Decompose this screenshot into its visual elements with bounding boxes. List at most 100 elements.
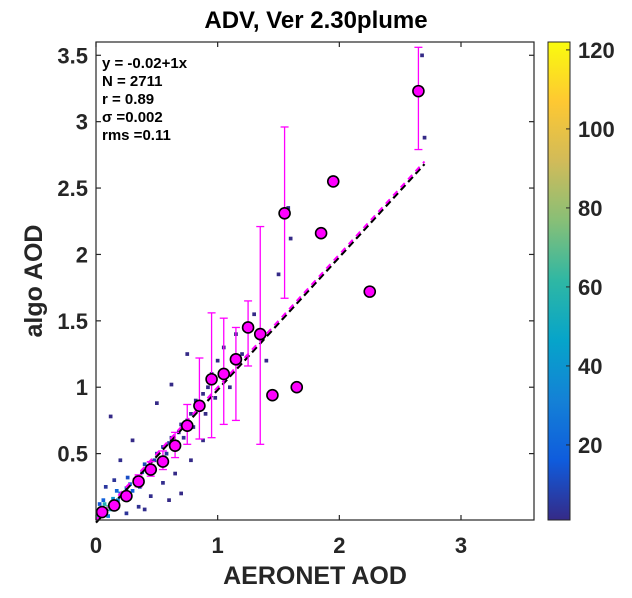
density-cell [106, 514, 110, 518]
stats-line: r = 0.89 [102, 91, 154, 108]
y-tick-label: 1 [76, 375, 88, 400]
colorbar-tick-label: 120 [578, 38, 615, 63]
density-cell [288, 236, 293, 241]
density-cell [193, 398, 198, 403]
density-cell [203, 412, 208, 416]
density-cell [167, 498, 171, 502]
binned-mean-point [193, 399, 206, 413]
y-tick-labels: 0.5 1 1.5 2 2.5 3 3.5 [57, 43, 88, 466]
density-cell [167, 441, 171, 445]
density-cell [240, 352, 244, 356]
binned-mean-point [217, 367, 231, 381]
density-cell [125, 475, 130, 480]
colorbar-tick-label: 40 [578, 354, 602, 379]
density-cell [130, 489, 135, 493]
density-cell [215, 358, 220, 363]
binned-mean-point [326, 175, 340, 188]
x-tick-label: 1 [212, 533, 224, 558]
density-cell [164, 451, 169, 456]
binned-mean-point [180, 419, 194, 433]
density-cell [179, 491, 183, 496]
binned-mean-point [241, 321, 255, 334]
binned-mean-point [314, 226, 328, 240]
binned-mean-point [253, 327, 267, 341]
density-cell [422, 135, 427, 140]
density-cell [173, 471, 177, 476]
density-cell [228, 385, 232, 390]
binned-mean-point [156, 455, 170, 468]
binned-mean-point [144, 463, 158, 476]
y-tick-label: 2 [76, 242, 88, 267]
density-cell [108, 414, 113, 419]
binned-mean-point [229, 353, 243, 366]
x-tick-label: 2 [333, 533, 345, 558]
binned-mean-point [266, 388, 279, 402]
density-cell [264, 358, 269, 363]
stats-line: y = -0.02+1x [102, 55, 188, 72]
density-cell [114, 489, 119, 493]
density-cell [112, 478, 117, 482]
colorbar-tick-label: 20 [578, 433, 602, 458]
density-cell [286, 206, 291, 210]
density-cell [420, 53, 424, 58]
density-cell [201, 392, 205, 396]
y-tick-label: 1.5 [57, 309, 88, 334]
density-cell [111, 496, 115, 501]
density-cell [97, 502, 102, 506]
y-axis-label: algo AOD [20, 225, 48, 338]
binned-mean-point [168, 439, 182, 452]
density-cell [169, 382, 174, 387]
density-cell [213, 396, 218, 400]
density-cell [124, 511, 129, 516]
density-cell [103, 485, 108, 489]
density-cell [102, 502, 107, 506]
colorbar-gradient [548, 42, 570, 520]
density-cell [201, 438, 205, 443]
density-cell [148, 494, 153, 498]
density-cell [142, 462, 147, 467]
density-cell [136, 504, 141, 509]
binned-mean-point [290, 380, 304, 394]
colorbar-tick-label: 80 [578, 196, 602, 221]
binned-mean-point [278, 206, 291, 220]
stats-line: rms =0.11 [102, 127, 171, 144]
binned-mean-point [107, 499, 121, 512]
x-tick-label: 0 [90, 533, 102, 558]
density-cell [252, 312, 256, 317]
stats-line: σ =0.002 [102, 109, 163, 126]
colorbar-tick-label: 60 [578, 275, 602, 300]
y-tick-label: 0.5 [57, 442, 88, 467]
density-cell [101, 498, 106, 502]
density-cell [189, 458, 193, 463]
density-cell [181, 435, 186, 440]
colorbar-tick-label: 100 [578, 117, 615, 142]
stats-line: N = 2711 [102, 73, 162, 90]
y-tick-label: 2.5 [57, 176, 88, 201]
density-cell [161, 481, 165, 485]
binned-mean-point [205, 372, 218, 386]
x-tick-label: 3 [455, 533, 467, 558]
chart-title: ADV, Ver 2.30plume [204, 7, 427, 34]
axes-box [95, 41, 535, 521]
density-cell [142, 507, 147, 512]
colorbar-frame [547, 41, 571, 521]
binned-mean-point [95, 505, 109, 519]
binned-mean-point [120, 489, 133, 503]
density-cell [130, 438, 135, 443]
colorbar: 20 40 60 80 100 120 [547, 38, 615, 521]
binned-mean-markers [95, 84, 425, 519]
x-axis-label: AERONET AOD [223, 562, 407, 590]
binned-mean-point [363, 285, 377, 298]
density-cell [185, 352, 190, 356]
density-cell [276, 272, 281, 277]
binned-mean-point [412, 84, 425, 98]
density-cell [155, 401, 159, 405]
density-cell [118, 458, 123, 463]
colorbar-ticks: 20 40 60 80 100 120 [547, 38, 615, 521]
y-tick-label: 3 [76, 110, 88, 135]
y-tick-label: 3.5 [57, 43, 88, 68]
density-cell [206, 385, 210, 390]
